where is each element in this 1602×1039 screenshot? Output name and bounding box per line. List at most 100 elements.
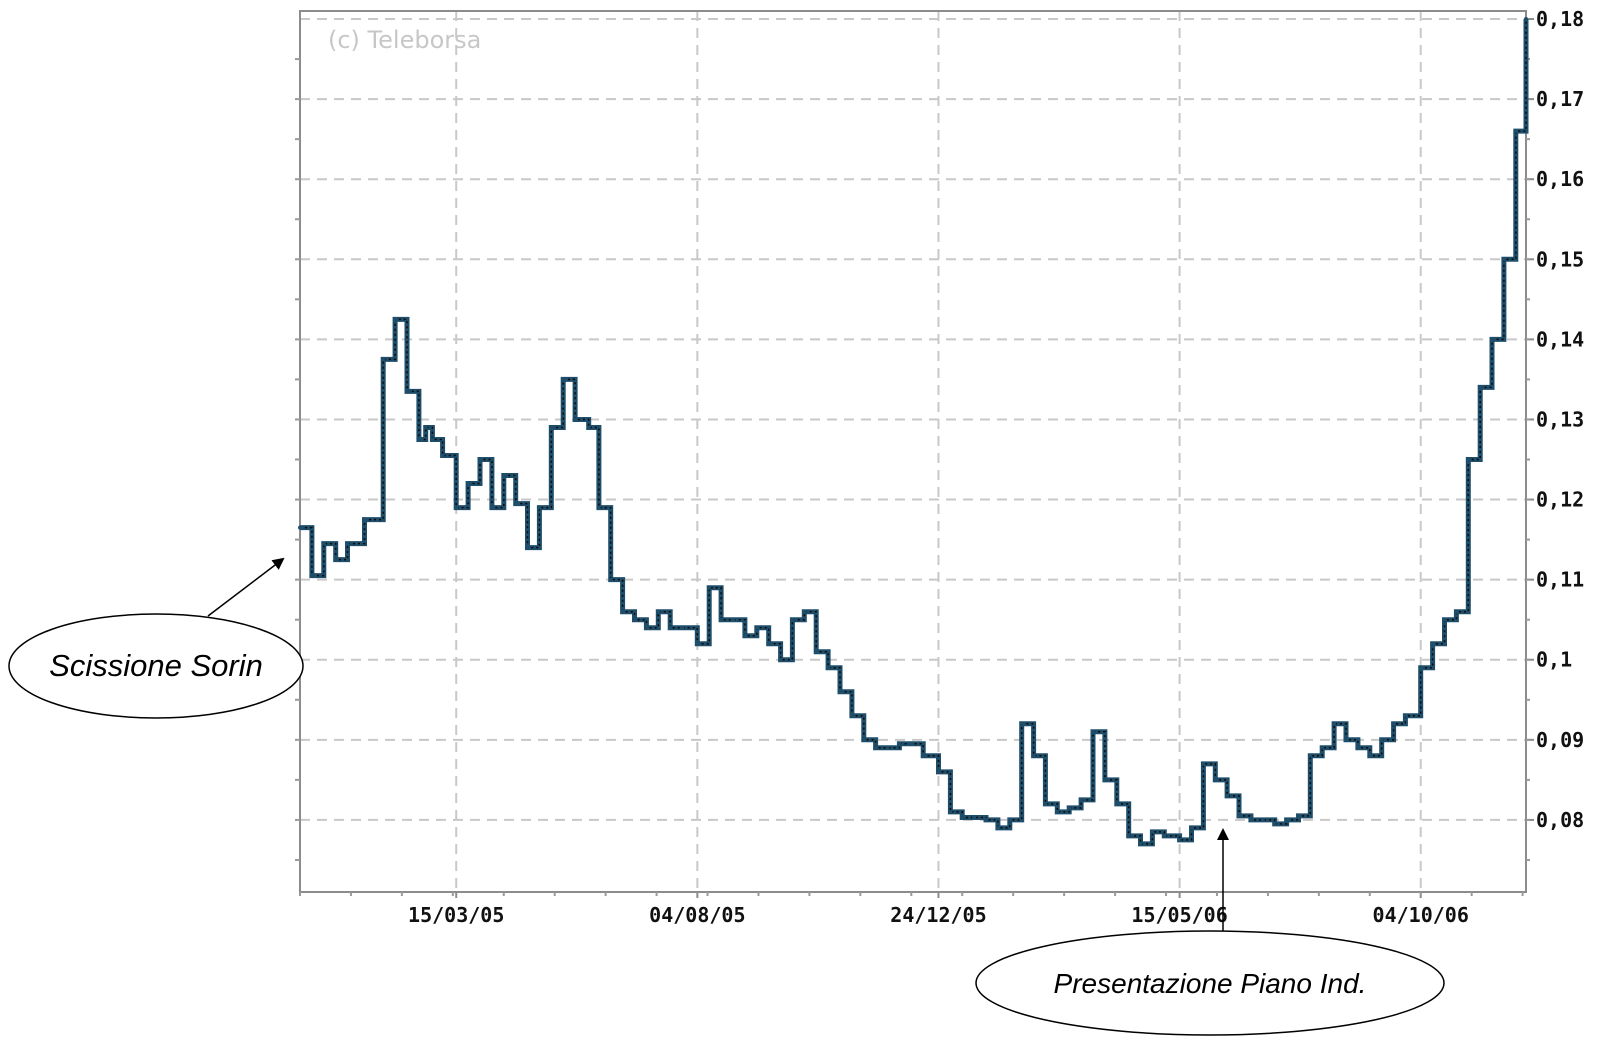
data-point <box>1019 721 1024 726</box>
data-point <box>333 557 338 562</box>
data-point <box>1043 801 1048 806</box>
data-point <box>1007 817 1012 822</box>
grid-lines <box>300 11 1526 892</box>
data-point <box>1091 729 1095 734</box>
data-point <box>885 745 890 750</box>
y-tick-label: 0,15 <box>1536 247 1584 271</box>
data-point <box>321 541 326 546</box>
data-point <box>561 377 566 382</box>
data-point <box>1114 801 1119 806</box>
data-point <box>1284 817 1289 822</box>
y-tick-label: 0,16 <box>1536 167 1584 191</box>
data-point <box>995 825 1000 830</box>
data-point <box>1102 777 1107 782</box>
data-point <box>1138 841 1143 846</box>
data-point <box>1320 745 1325 750</box>
data-point <box>1308 753 1313 758</box>
data-point <box>826 665 831 670</box>
annotation-text-piano: Presentazione Piano Ind. <box>1054 968 1367 999</box>
data-point <box>680 625 685 630</box>
data-point <box>984 817 988 822</box>
data-point <box>416 437 421 442</box>
data-point <box>1430 641 1435 646</box>
data-point <box>909 741 914 746</box>
data-point <box>731 617 735 622</box>
data-point <box>1454 609 1459 614</box>
data-point <box>1067 805 1072 810</box>
data-point <box>632 617 637 622</box>
y-tick-label: 0,08 <box>1536 808 1584 832</box>
data-point <box>656 609 661 614</box>
data-point <box>1513 129 1518 134</box>
data-point <box>1379 737 1384 742</box>
data-point <box>423 425 428 430</box>
data-point <box>936 769 941 774</box>
x-tick-label: 24/12/05 <box>890 903 986 927</box>
data-point <box>814 649 819 654</box>
y-tick-label: 0,17 <box>1536 87 1584 111</box>
data-point <box>1478 385 1483 390</box>
data-point <box>1177 837 1182 842</box>
x-tick-label: 15/03/05 <box>408 903 504 927</box>
data-point <box>1391 721 1396 726</box>
data-point <box>1367 753 1372 758</box>
data-point <box>596 505 601 510</box>
data-point <box>1403 713 1408 718</box>
data-point <box>478 457 482 462</box>
data-point <box>1162 833 1167 838</box>
data-point <box>381 357 386 362</box>
y-tick-label: 0,14 <box>1536 327 1584 351</box>
data-point <box>1490 337 1494 342</box>
data-point <box>549 425 554 430</box>
data-point <box>513 501 518 506</box>
data-point <box>537 505 542 510</box>
data-point <box>802 609 807 614</box>
data-point <box>1189 825 1194 830</box>
data-point <box>362 517 367 522</box>
data-point <box>849 713 854 718</box>
data-point <box>921 753 926 758</box>
price-series-texture <box>300 19 1527 845</box>
data-point <box>1237 813 1241 818</box>
data-point <box>1126 833 1131 838</box>
data-point <box>742 633 747 638</box>
data-point <box>608 577 613 582</box>
data-point <box>1296 813 1301 818</box>
annotation-bubble-scissione <box>8 613 304 719</box>
data-point <box>440 453 445 458</box>
y-tick-label: 0,11 <box>1536 568 1584 592</box>
data-point <box>1260 817 1265 822</box>
x-tick-label: 04/10/06 <box>1373 903 1469 927</box>
y-tick-labels: 0,18 0,17 0,16 0,15 0,14 0,13 0,12 0,11 0,1 0,09 0… <box>1536 7 1584 832</box>
data-point <box>1248 817 1253 822</box>
data-point <box>1442 617 1447 622</box>
data-point <box>1225 793 1230 798</box>
annotation-arrow-scissione <box>207 557 285 617</box>
data-point <box>501 473 506 478</box>
watermark-text: (c) Teleborsa <box>328 26 481 54</box>
data-point <box>1150 829 1155 834</box>
data-point <box>1201 761 1206 766</box>
data-point <box>620 609 625 614</box>
data-point <box>1213 777 1218 782</box>
data-point <box>644 625 649 630</box>
data-point <box>778 657 783 662</box>
data-point <box>393 317 398 322</box>
data-point <box>466 481 471 486</box>
data-point <box>754 625 759 630</box>
annotation-text-scissione: Scissione Sorin <box>49 648 263 683</box>
plot-background <box>300 11 1526 892</box>
x-tick-label: 15/05/06 <box>1131 903 1227 927</box>
data-point <box>861 737 866 742</box>
data-point <box>1031 753 1036 758</box>
y-tick-label: 0,1 <box>1536 648 1572 672</box>
data-point <box>668 625 673 630</box>
data-point <box>345 541 350 546</box>
data-point <box>573 417 578 422</box>
data-point <box>897 741 902 746</box>
data-point <box>586 425 591 430</box>
minor-ticks <box>295 18 1534 898</box>
data-point <box>838 689 842 694</box>
y-tick-label: 0,09 <box>1536 728 1584 752</box>
